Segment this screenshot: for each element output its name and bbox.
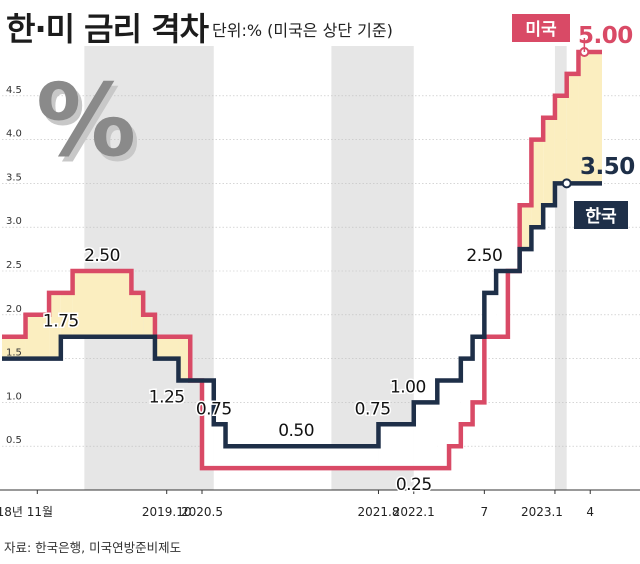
x-tick-label: 2023.1 <box>521 505 563 519</box>
gap-fill-segment <box>60 292 73 337</box>
data-label: 2.50 <box>466 246 502 266</box>
gap-fill-segment <box>543 117 555 206</box>
gap-fill-segment <box>178 336 191 381</box>
gap-fill-segment <box>49 292 61 359</box>
us-rate-line <box>2 49 602 471</box>
y-tick-label: 4.0 <box>6 129 22 140</box>
gap-fill-segment <box>154 336 179 359</box>
gap-fill-segment <box>25 314 50 359</box>
shaded-band-0 <box>84 46 214 490</box>
x-tick-label: 2019.10 <box>142 505 192 519</box>
gap-fill-segment <box>131 292 144 337</box>
korea-end-value: 3.50 <box>580 154 635 180</box>
us-end-value: 5.00 <box>578 23 633 49</box>
gap-fill-segment <box>578 52 602 184</box>
x-tick-label: 2020.5 <box>181 505 223 519</box>
data-label: 1.25 <box>149 388 185 408</box>
percent-symbol: % <box>36 62 136 179</box>
percent-symbol-shadow: % <box>40 67 140 184</box>
data-label: 1.75 <box>43 312 79 332</box>
x-tick-label: 2021.8 <box>357 505 399 519</box>
data-label: 2.50 <box>84 246 120 266</box>
y-tick-label: 1.0 <box>6 391 22 402</box>
chart-title: 한·미 금리 격차 <box>6 10 210 48</box>
gap-fill-segment <box>213 424 226 469</box>
korea-badge <box>574 201 628 229</box>
period-bands <box>84 46 567 490</box>
gap-fill-segment <box>437 380 450 469</box>
gap-fill-area <box>2 52 602 469</box>
gap-fill-segment <box>484 292 497 337</box>
y-tick-label: 2.0 <box>6 304 22 315</box>
y-tick-label: 3.0 <box>6 216 22 227</box>
y-tick-label: 0.5 <box>6 435 22 446</box>
data-labels: 1.752.501.250.750.500.751.000.252.50 <box>41 245 504 497</box>
x-tick-label: 2022.1 <box>393 505 435 519</box>
gap-fill-segment <box>143 314 155 337</box>
y-tick-label: 3.5 <box>6 172 22 183</box>
x-tick-label: 7 <box>481 505 489 519</box>
us-badge <box>512 14 570 42</box>
gap-fill-segment <box>378 424 414 469</box>
data-label: 0.75 <box>196 399 232 419</box>
gap-fill-segment <box>225 446 379 469</box>
gap-fill-segment <box>202 380 214 469</box>
y-tick-label: 4.5 <box>6 85 22 96</box>
x-tick-label: 2018년 11월 <box>0 505 53 519</box>
us-badge-label: 미국 <box>525 20 557 40</box>
korea-badge-label: 한국 <box>585 207 617 227</box>
y-axis-ticks: 4.5 4.0 3.5 3.0 2.5 2.0 1.5 1.0 0.5 <box>6 85 22 446</box>
korea-rate-line <box>2 181 602 449</box>
series-lines <box>2 49 602 471</box>
gap-fill-segment <box>531 139 544 228</box>
gap-fill-segment <box>472 336 485 403</box>
gap-fill-segment <box>2 336 26 359</box>
unit-note: 단위:% (미국은 상단 기준) <box>212 21 393 40</box>
data-label: 0.75 <box>355 399 391 419</box>
gap-fill-segment <box>449 380 461 447</box>
y-tick-label: 2.5 <box>6 260 22 271</box>
gap-fill-segment <box>554 95 567 184</box>
source-note: 자료: 한국은행, 미국연방준비제도 <box>4 540 181 555</box>
data-label: 1.00 <box>390 377 426 397</box>
x-tick-label: 4 <box>586 505 594 519</box>
shaded-band-1 <box>331 46 414 490</box>
gap-fill-segment <box>566 73 579 184</box>
gap-fill-segment <box>496 271 508 337</box>
gap-fill-segment <box>519 205 532 250</box>
gap-fill-segment <box>460 358 473 425</box>
y-tick-label: 1.5 <box>6 348 22 359</box>
data-label: 0.25 <box>396 475 432 495</box>
gap-fill-segment <box>413 402 438 469</box>
gap-fill-segment <box>72 271 132 337</box>
end-labels: 미국 5.00 3.50 한국 <box>512 14 635 229</box>
data-label: 0.50 <box>278 421 314 441</box>
korea-end-marker <box>561 178 572 189</box>
shaded-band-2 <box>554 46 567 490</box>
